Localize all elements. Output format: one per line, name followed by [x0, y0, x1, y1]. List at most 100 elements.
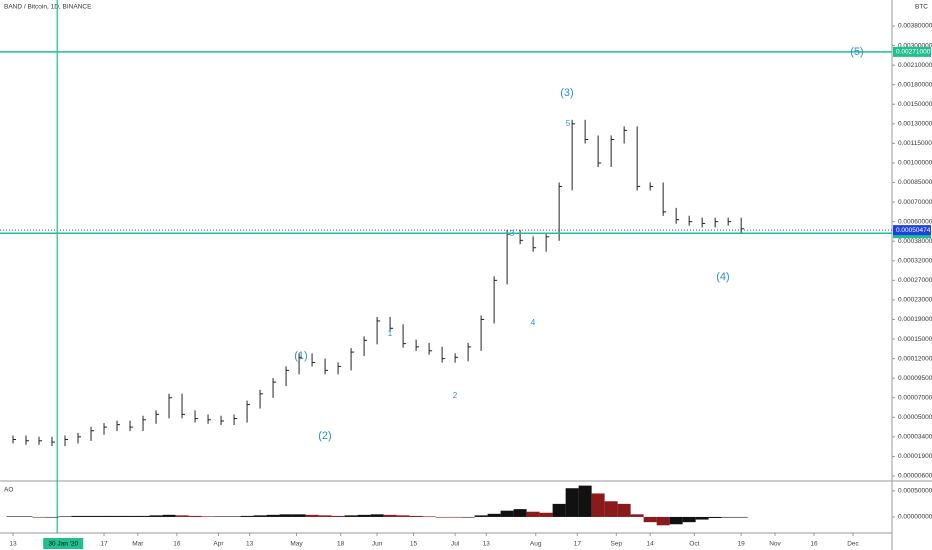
x-tick-label: Mar [132, 541, 144, 548]
wave-label: 1 [388, 329, 393, 338]
y-tick-label: 0.00005000 [898, 414, 932, 421]
ao-bar [370, 514, 384, 517]
y-tick-label: 0.00060000 [898, 218, 932, 225]
y-tick-label: 0.00015000 [898, 336, 932, 343]
x-tick-label: 14 [647, 541, 655, 548]
ao-bar [110, 515, 124, 517]
chart-title: BAND / Bitcoin, 1D, BINANCE [4, 4, 92, 11]
y-tick-label: 0.00001900 [898, 453, 932, 460]
ao-bar [357, 514, 371, 517]
ao-bar [318, 515, 332, 517]
ao-bar [19, 516, 33, 518]
ao-bar [513, 509, 527, 517]
ao-bar [409, 515, 423, 517]
date-badge [43, 538, 84, 549]
level-badge [893, 46, 931, 57]
ao-bar [500, 510, 514, 517]
x-tick-label: 13 [246, 541, 254, 548]
x-tick-label: Oct [689, 541, 699, 548]
ao-bar [461, 516, 475, 518]
y-tick-label: 0.00210000 [898, 62, 932, 69]
ao-bar [695, 516, 709, 520]
y-tick-label: 0.00130000 [898, 121, 932, 128]
y-tick-label: 0.00032000 [898, 258, 932, 265]
ao-bar [591, 493, 605, 517]
ao-bar [162, 514, 176, 517]
ao-bar [617, 503, 631, 517]
y-tick-label: 0.00038000 [898, 238, 932, 245]
y-tick-label: 0.00027000 [898, 277, 932, 284]
ao-bar [188, 515, 202, 517]
ao-bar [240, 515, 254, 517]
wave-label: (2) [318, 430, 331, 442]
x-tick-label: 16 [810, 541, 818, 548]
y-tick-label: 0.00007000 [898, 394, 932, 401]
y-tick-label: 0.00012000 [898, 355, 932, 362]
y-tick-label: 0.00300000 [898, 42, 932, 49]
ao-bar [305, 514, 319, 517]
x-tick-label: 13 [483, 541, 491, 548]
ao-bar [721, 516, 735, 518]
x-tick-label: 18 [337, 541, 345, 548]
ao-bar [487, 513, 501, 517]
x-tick-label: Nov [769, 541, 781, 548]
ao-y-tick-label: 0.00000000 [898, 514, 932, 521]
y-tick-label: 0.00019000 [898, 316, 932, 323]
y-tick-label: 0.00085000 [898, 179, 932, 186]
y-tick-label: 0.00003400 [898, 434, 932, 441]
ao-bar [539, 512, 553, 517]
wave-label: 3 [510, 229, 515, 238]
x-tick-label: May [290, 541, 303, 548]
ao-bar [565, 488, 579, 517]
ao-bar [682, 516, 696, 523]
ao-bar [578, 485, 592, 517]
y-tick-label: 0.00180000 [898, 81, 932, 88]
ao-bar [422, 516, 436, 518]
ao-bar [526, 511, 540, 517]
ao-bar [292, 514, 306, 517]
wave-label: 4 [531, 318, 536, 327]
ao-bar [448, 516, 462, 518]
ao-bar [266, 514, 280, 517]
x-tick-label: Jul [451, 541, 460, 548]
x-tick-label: Aug [530, 541, 542, 548]
ao-bar [123, 515, 137, 517]
x-tick-label: 17 [574, 541, 582, 548]
ao-bar [669, 516, 683, 525]
wave-label: (4) [716, 271, 729, 283]
ao-bar [201, 516, 215, 518]
x-tick-label: 13 [9, 541, 17, 548]
ao-bar [227, 516, 241, 518]
x-tick-label: 16 [173, 541, 181, 548]
last-price-badge [893, 225, 931, 236]
x-tick-label: Jun [372, 541, 383, 548]
last-price-label: 0.00050474 [896, 227, 931, 234]
y-tick-label: 0.00115000 [898, 140, 932, 147]
ao-bar [175, 515, 189, 517]
wave-label: 2 [453, 391, 458, 400]
ao-bar [604, 501, 618, 517]
indicator-name: AO [4, 487, 13, 494]
ao-bar [331, 515, 345, 517]
ao-bar [58, 516, 72, 518]
ao-bar [136, 515, 150, 517]
wave-label: (3) [560, 87, 573, 99]
ao-bar [734, 516, 748, 518]
x-tick-label: 19 [738, 541, 746, 548]
ao-bar [149, 515, 163, 517]
ao-bar [253, 515, 267, 517]
x-tick-label: Dec [847, 541, 859, 548]
y-tick-label: 0.00000600 [898, 473, 932, 480]
ao-bar [214, 516, 228, 518]
wave-label: (5) [850, 46, 863, 58]
ao-bar [32, 516, 46, 518]
date-label: 30 Jan '20 [48, 541, 78, 548]
x-tick-label: Apr [213, 541, 224, 548]
level-label: 0.00271000 [896, 49, 931, 56]
ao-bar [6, 516, 20, 518]
ao-bar [630, 514, 644, 517]
ao-bar [383, 514, 397, 517]
ao-bar [97, 515, 111, 517]
ao-bar [71, 515, 85, 517]
ao-bar [474, 515, 488, 517]
